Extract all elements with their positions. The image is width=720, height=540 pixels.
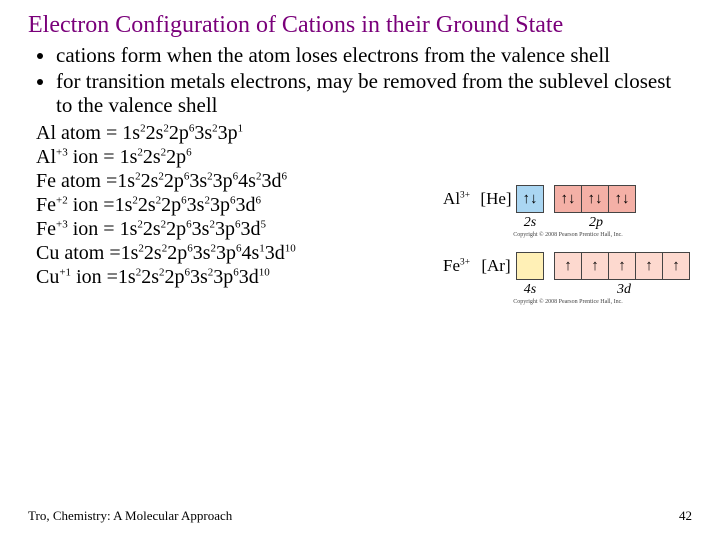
fe-4s-box [516, 252, 544, 280]
al-ion-sup: +3 [56, 147, 68, 159]
fe-3d-box-4: ↑ [635, 252, 663, 280]
al-copyright: Copyright © 2008 Pearson Prentice Hall, … [428, 232, 708, 238]
footer: Tro, Chemistry: A Molecular Approach 42 [28, 508, 692, 524]
al-noble: [He] [476, 189, 516, 209]
fe-3d-label: 3d [554, 282, 694, 298]
cu1-sup: +1 [59, 267, 71, 279]
al-2s-label: 2s [516, 215, 544, 231]
fe-4s-label: 4s [516, 282, 544, 298]
footer-source: Tro, Chemistry: A Molecular Approach [28, 508, 232, 523]
al-diagram: Al3+ [He] ↑↓ ↑↓ ↑↓ ↑↓ 2s 2p Copyright © … [428, 185, 708, 238]
al-species: Al3+ [428, 189, 476, 209]
fe-3d-box-5: ↑ [662, 252, 690, 280]
bullet-list: cations form when the atom loses electro… [28, 43, 692, 117]
cu1-post: ion = [71, 266, 118, 288]
fe-noble: [Ar] [476, 256, 516, 276]
fe-3d-box-3: ↑ [608, 252, 636, 280]
al-2p-box-1: ↑↓ [554, 185, 582, 213]
fe-copyright: Copyright © 2008 Pearson Prentice Hall, … [428, 299, 708, 305]
fe-3d-box-2: ↑ [581, 252, 609, 280]
footer-page: 42 [679, 508, 692, 524]
fe2-sup: +2 [56, 195, 68, 207]
al-ion-post: ion = [68, 146, 120, 168]
fe-4s-group [516, 252, 544, 280]
al-2p-box-2: ↑↓ [581, 185, 609, 213]
fe-species-pre: Fe [443, 256, 460, 275]
fe3-pre: Fe [36, 218, 56, 240]
al-species-sup: 3+ [460, 190, 470, 200]
fe2-post: ion = [68, 194, 115, 216]
al-species-pre: Al [443, 189, 460, 208]
al-2p-label: 2p [554, 215, 638, 231]
cu-atom-label: Cu atom = [36, 242, 121, 264]
slide-title: Electron Configuration of Cations in the… [28, 12, 692, 39]
fe-species: Fe3+ [428, 256, 476, 276]
orbital-diagrams: Al3+ [He] ↑↓ ↑↓ ↑↓ ↑↓ 2s 2p Copyright © … [428, 185, 708, 319]
al-atom-label: Al atom = [36, 122, 122, 144]
fe2-pre: Fe [36, 194, 56, 216]
al-ion-line: Al+3 ion = 1s22s22p6 [36, 145, 692, 169]
fe-species-sup: 3+ [460, 257, 470, 267]
al-2p-group: ↑↓ ↑↓ ↑↓ [554, 185, 636, 213]
al-2s-box: ↑↓ [516, 185, 544, 213]
bullet-1: cations form when the atom loses electro… [56, 43, 692, 67]
al-ion-pre: Al [36, 146, 56, 168]
fe3-sup: +3 [56, 219, 68, 231]
cu1-pre: Cu [36, 266, 59, 288]
fe-3d-box-1: ↑ [554, 252, 582, 280]
fe-3d-group: ↑ ↑ ↑ ↑ ↑ [554, 252, 690, 280]
al-2s-group: ↑↓ [516, 185, 544, 213]
bullet-2: for transition metals electrons, may be … [56, 69, 692, 117]
fe3-post: ion = [68, 218, 120, 240]
fe-atom-label: Fe atom = [36, 170, 117, 192]
fe-diagram: Fe3+ [Ar] ↑ ↑ ↑ ↑ ↑ 4s 3d Copyright © 20… [428, 252, 708, 305]
al-atom-line: Al atom = 1s22s22p63s23p1 [36, 121, 692, 145]
al-2p-box-3: ↑↓ [608, 185, 636, 213]
